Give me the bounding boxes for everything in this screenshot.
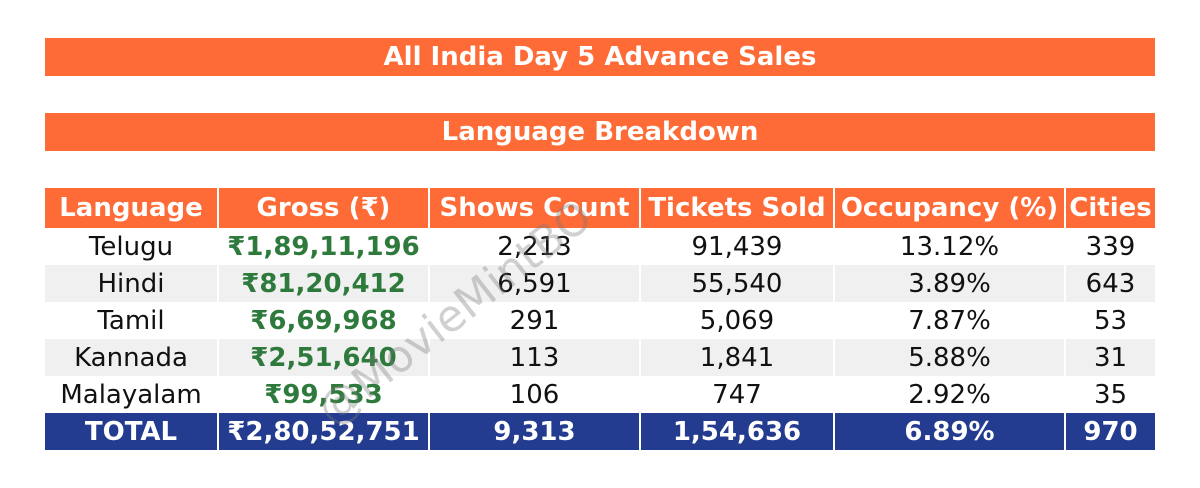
cell-shows: 106 <box>429 376 640 413</box>
cell-occupancy: 13.12% <box>834 228 1065 265</box>
total-label: TOTAL <box>45 413 219 450</box>
table-row: Telugu ₹1,89,11,196 2,213 91,439 13.12% … <box>45 228 1155 265</box>
page-title: All India Day 5 Advance Sales <box>45 38 1155 76</box>
column-header-occupancy: Occupancy (%) <box>834 188 1066 228</box>
cell-occupancy: 3.89% <box>834 265 1065 302</box>
table-row: Tamil ₹6,69,968 291 5,069 7.87% 53 <box>45 302 1155 339</box>
cell-gross: ₹99,533 <box>218 376 429 413</box>
cell-gross: ₹6,69,968 <box>218 302 429 339</box>
cell-tickets: 55,540 <box>640 265 834 302</box>
column-header-shows: Shows Count <box>429 188 641 228</box>
cell-occupancy: 2.92% <box>834 376 1065 413</box>
cell-gross: ₹1,89,11,196 <box>218 228 429 265</box>
table-row: Kannada ₹2,51,640 113 1,841 5.88% 31 <box>45 339 1155 376</box>
cell-occupancy: 5.88% <box>834 339 1065 376</box>
cell-occupancy: 7.87% <box>834 302 1065 339</box>
cell-gross: ₹2,51,640 <box>218 339 429 376</box>
cell-language: Kannada <box>45 339 218 376</box>
cell-tickets: 747 <box>640 376 834 413</box>
cell-cities: 339 <box>1065 228 1155 265</box>
cell-shows: 113 <box>429 339 640 376</box>
cell-tickets: 1,841 <box>640 339 834 376</box>
cell-language: Malayalam <box>45 376 218 413</box>
table-row: Malayalam ₹99,533 106 747 2.92% 35 <box>45 376 1155 413</box>
cell-language: Hindi <box>45 265 218 302</box>
column-header-gross: Gross (₹) <box>218 188 430 228</box>
cell-shows: 2,213 <box>429 228 640 265</box>
table-header-row: Language Gross (₹) Shows Count Tickets S… <box>45 188 1155 228</box>
cell-gross: ₹81,20,412 <box>218 265 429 302</box>
cell-cities: 643 <box>1065 265 1155 302</box>
table-row: Hindi ₹81,20,412 6,591 55,540 3.89% 643 <box>45 265 1155 302</box>
cell-language: Telugu <box>45 228 218 265</box>
column-header-language: Language <box>45 188 219 228</box>
sales-table: Language Gross (₹) Shows Count Tickets S… <box>45 188 1155 450</box>
total-shows: 9,313 <box>429 413 641 450</box>
section-subtitle: Language Breakdown <box>45 113 1155 151</box>
cell-shows: 291 <box>429 302 640 339</box>
cell-cities: 35 <box>1065 376 1155 413</box>
cell-cities: 31 <box>1065 339 1155 376</box>
total-gross: ₹2,80,52,751 <box>218 413 430 450</box>
cell-cities: 53 <box>1065 302 1155 339</box>
cell-shows: 6,591 <box>429 265 640 302</box>
cell-tickets: 5,069 <box>640 302 834 339</box>
total-cities: 970 <box>1065 413 1155 450</box>
column-header-cities: Cities <box>1065 188 1155 228</box>
column-header-tickets: Tickets Sold <box>640 188 835 228</box>
total-occupancy: 6.89% <box>834 413 1066 450</box>
cell-language: Tamil <box>45 302 218 339</box>
cell-tickets: 91,439 <box>640 228 834 265</box>
total-row: TOTAL ₹2,80,52,751 9,313 1,54,636 6.89% … <box>45 413 1155 450</box>
total-tickets: 1,54,636 <box>640 413 835 450</box>
